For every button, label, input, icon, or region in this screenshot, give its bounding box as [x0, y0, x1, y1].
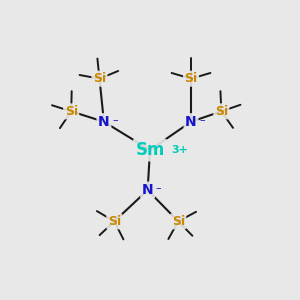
Text: N: N	[142, 183, 153, 197]
Text: Si: Si	[93, 72, 106, 85]
Text: Si: Si	[215, 105, 228, 118]
Text: Si: Si	[172, 215, 185, 228]
Text: Sm: Sm	[135, 141, 165, 159]
Text: 3+: 3+	[171, 145, 188, 155]
Text: N: N	[98, 115, 110, 129]
Text: –: –	[112, 115, 118, 125]
Text: N: N	[185, 115, 197, 129]
Text: Si: Si	[108, 215, 121, 228]
Text: Si: Si	[65, 105, 78, 118]
Text: Si: Si	[184, 72, 198, 85]
Text: –: –	[156, 183, 162, 193]
Text: –: –	[199, 115, 205, 125]
